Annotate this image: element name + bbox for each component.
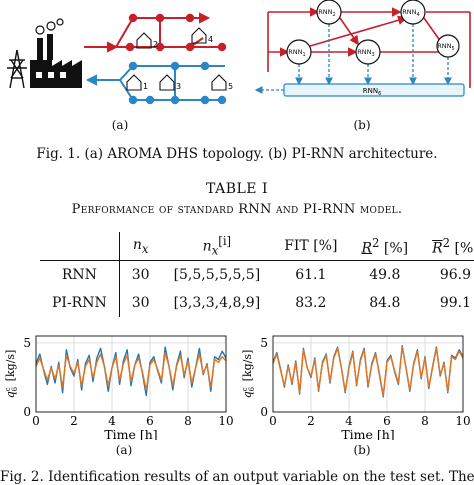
cell-r2-low: 49.8	[369, 267, 401, 283]
plot-b-ylabel: qc6 [kg/s]	[241, 350, 256, 399]
plot-b-frame	[272, 335, 464, 413]
performance-table: nx nx[i] FIT [%] R2 [%] R2 [%] RNN 30 [5…	[40, 232, 474, 317]
rnn-node-1	[286, 39, 312, 65]
table-subtitle: Performance of standard RNN and PI-RNN m…	[71, 202, 403, 217]
table-title: TABLE I	[206, 181, 268, 197]
cell-r2-high: 99.1	[439, 295, 472, 311]
col-header-nxi: nx[i]	[161, 232, 273, 261]
table-header-row: nx nx[i] FIT [%] R2 [%] R2 [%]	[40, 232, 474, 261]
plot-a-xtick-label: 4	[108, 414, 116, 428]
plot-a-ytick-label: 5	[23, 336, 31, 350]
cell-model-name: PI-RNN	[40, 289, 120, 317]
plot-b-series-line-2	[272, 346, 464, 397]
plot-b-xtick-label: 8	[421, 414, 429, 428]
rnn-node-5	[436, 34, 460, 58]
plot-a-xtick-label: 0	[32, 414, 40, 428]
plot-a-xtick-label: 8	[184, 414, 192, 428]
cell-fit: 83.2	[295, 295, 327, 311]
plot-b-xlabel: Time [h]	[341, 427, 394, 440]
plot-b-ytick-label: 0	[260, 405, 268, 419]
plot-b-xtick-label: 4	[345, 414, 353, 428]
plot-a-xlabel: Time [h]	[104, 427, 157, 440]
plot-a-xtick-label: 2	[70, 414, 78, 428]
plot-a-xtick-label: 10	[218, 414, 233, 428]
pi-rnn-architecture-diagram: RNN2 RNN4 RNN1 RNN3 RNN5 RNN6	[254, 0, 471, 97]
factory-icon	[30, 18, 82, 88]
rnn-node-3	[355, 39, 381, 65]
rnn-node-label-2: RNN2	[318, 8, 335, 18]
table-row: PI-RNN 30 [3,3,3,4,8,9] 83.2 84.8 99.1	[40, 289, 474, 317]
plot-b-ytick-label: 5	[260, 336, 268, 350]
fig1-sublabel-b: (b)	[353, 118, 371, 132]
fig2-plot-b: 0 2 4 6 8 10 0 5 Time [h] qc6 [kg/s]	[241, 335, 471, 440]
plot-b-xtick-label: 10	[455, 414, 470, 428]
cell-nxi: [5,5,5,5,5,5]	[173, 267, 261, 283]
rnn-node-label-4: RNN4	[402, 8, 419, 18]
plot-a-ylabel: qc6 [kg/s]	[4, 350, 19, 399]
rnn-node-label-3: RNN3	[357, 48, 374, 58]
plot-a-frame	[35, 335, 227, 413]
col-header-r2-high: R2 [%]	[420, 232, 474, 261]
plot-a-series-line-2	[35, 351, 227, 391]
house-icons	[126, 27, 227, 91]
cell-fit: 61.1	[295, 267, 327, 283]
cell-nx: 30	[131, 295, 150, 311]
cell-nxi: [3,3,3,4,8,9]	[173, 295, 261, 311]
plot-b-xtick-label: 6	[383, 414, 391, 428]
col-header-nx: nx	[119, 232, 162, 261]
plot-b-xtick-label: 0	[269, 414, 277, 428]
col-header-model	[40, 232, 120, 261]
rnn-node-label-1: RNN1	[288, 48, 305, 58]
plot-a-xtick-label: 6	[146, 414, 154, 428]
plot-a-ytick-label: 0	[23, 405, 31, 419]
rnn6-bar	[283, 83, 465, 97]
fig2-sublabel-a: (a)	[115, 443, 133, 457]
house-label-1: 1	[143, 82, 148, 91]
table-row: RNN 30 [5,5,5,5,5,5] 61.1 49.8 96.9	[40, 260, 474, 289]
cell-nx: 30	[131, 267, 150, 283]
house-label-4: 4	[208, 35, 213, 44]
fig2-sublabel-b: (b)	[353, 443, 371, 457]
fig2-caption-partial: Fig. 2. Identification results of an out…	[0, 469, 474, 485]
house-label-3: 3	[176, 82, 181, 91]
cell-r2-low: 84.8	[369, 295, 401, 311]
col-header-fit: FIT [%]	[272, 232, 350, 261]
return-network	[85, 61, 227, 105]
house-label-2: 2	[153, 40, 158, 49]
col-header-r2-low: R2 [%]	[349, 232, 421, 261]
fig2-plot-a: 0 2 4 6 8 10 0 5 Time [h] qc6 [kg/s]	[4, 335, 234, 440]
rnn-node-label-5: RNN5	[437, 42, 454, 52]
cell-model-name: RNN	[40, 260, 120, 289]
house-label-5: 5	[228, 82, 233, 91]
cell-r2-high: 96.9	[439, 267, 472, 283]
fig1-sublabel-a: (a)	[111, 118, 129, 132]
dhs-topology-diagram: 2 4 1 3 5	[7, 12, 233, 105]
rnn-node-4	[400, 0, 426, 25]
power-pylon-icon	[7, 49, 27, 89]
rnn6-label: RNN6	[363, 87, 382, 97]
rnn-node-2	[316, 0, 342, 25]
fig1-caption: Fig. 1. (a) AROMA DHS topology. (b) PI-R…	[36, 146, 438, 162]
plot-b-xtick-label: 2	[307, 414, 315, 428]
